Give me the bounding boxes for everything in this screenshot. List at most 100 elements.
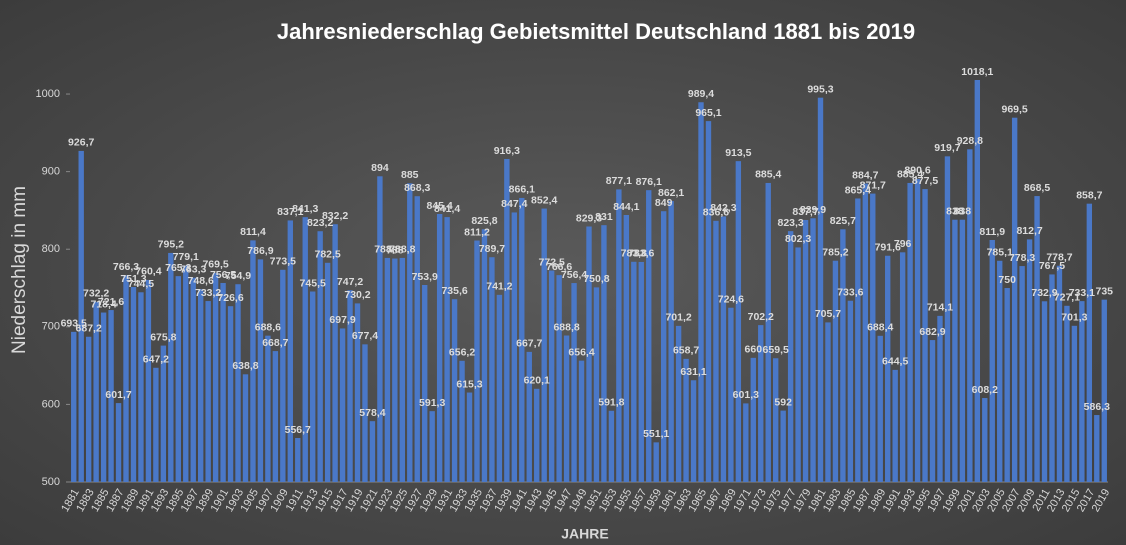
data-label: 726,6 bbox=[217, 292, 243, 304]
data-label: 788 bbox=[386, 244, 404, 256]
data-label: 885,4 bbox=[897, 169, 923, 181]
bar bbox=[877, 335, 883, 482]
bar bbox=[212, 272, 219, 482]
bar bbox=[100, 312, 107, 482]
data-label: 837,1 bbox=[277, 206, 303, 218]
data-label: 744,5 bbox=[128, 278, 154, 290]
bar bbox=[713, 220, 719, 482]
bar bbox=[548, 270, 555, 482]
data-label: 733,2 bbox=[195, 287, 221, 299]
data-label: 782,5 bbox=[314, 249, 340, 261]
bar bbox=[444, 217, 450, 483]
data-label: 766,3 bbox=[113, 261, 139, 273]
bar bbox=[451, 299, 458, 482]
bar bbox=[183, 265, 189, 482]
bar bbox=[197, 289, 204, 482]
data-label: 778,3 bbox=[1009, 252, 1035, 264]
bar bbox=[795, 247, 801, 482]
bar bbox=[601, 225, 607, 482]
data-label: 832,2 bbox=[322, 210, 348, 222]
data-label: 785,2 bbox=[822, 246, 848, 258]
data-label: 788,8 bbox=[389, 244, 415, 256]
data-label: 837,7 bbox=[792, 206, 818, 218]
bar bbox=[593, 287, 600, 482]
data-label: 677,4 bbox=[352, 330, 378, 342]
y-tick-label: 700 bbox=[42, 321, 60, 333]
bar bbox=[563, 335, 570, 482]
data-label: 876,1 bbox=[636, 176, 662, 188]
bar bbox=[1086, 203, 1093, 483]
bar bbox=[123, 275, 129, 482]
bar bbox=[496, 294, 503, 482]
bar bbox=[160, 345, 167, 482]
data-label: 989,4 bbox=[688, 88, 714, 100]
data-label: 811,2 bbox=[464, 226, 490, 238]
data-label: 747,2 bbox=[337, 276, 363, 288]
bar bbox=[459, 360, 465, 482]
data-label: 823,2 bbox=[307, 217, 333, 229]
bar bbox=[130, 287, 137, 482]
y-axis-label: Niederschlag in mm bbox=[9, 186, 30, 354]
y-tick-label: 900 bbox=[42, 166, 60, 178]
bar bbox=[339, 328, 346, 482]
data-label: 615,3 bbox=[456, 378, 482, 390]
bar bbox=[825, 322, 831, 482]
data-label: 727,1 bbox=[1054, 292, 1080, 304]
data-label: 783,6 bbox=[628, 248, 654, 260]
data-label: 849 bbox=[655, 197, 673, 209]
bar bbox=[466, 392, 473, 482]
bar bbox=[773, 358, 779, 482]
data-label: 802,3 bbox=[785, 233, 811, 245]
data-label: 791,6 bbox=[875, 242, 901, 254]
bar bbox=[1041, 301, 1048, 482]
bar bbox=[227, 306, 234, 482]
data-label: 638,8 bbox=[232, 360, 258, 372]
bar bbox=[287, 220, 293, 482]
bar bbox=[608, 410, 615, 482]
bar bbox=[698, 102, 704, 483]
data-label: 741,2 bbox=[486, 281, 512, 293]
chart-title: Jahresniederschlag Gebietsmittel Deutsch… bbox=[277, 19, 915, 44]
data-label: 724,6 bbox=[718, 294, 744, 306]
bar bbox=[728, 307, 734, 482]
y-tick-label: 1000 bbox=[36, 88, 60, 100]
data-label: 756,4 bbox=[561, 269, 587, 281]
data-label: 733,6 bbox=[837, 287, 863, 299]
bar bbox=[847, 300, 854, 482]
data-label: 811,4 bbox=[240, 226, 266, 238]
data-label: 884,7 bbox=[852, 169, 878, 181]
data-label: 697,9 bbox=[329, 314, 355, 326]
bar bbox=[571, 283, 577, 482]
data-label: 718,4 bbox=[90, 298, 116, 310]
data-label: 778,7 bbox=[1046, 252, 1072, 264]
data-label: 701,3 bbox=[1061, 312, 1087, 324]
data-label: 551,1 bbox=[643, 428, 669, 440]
bar bbox=[974, 79, 981, 483]
bar bbox=[914, 178, 921, 482]
bar bbox=[257, 259, 264, 482]
data-label: 885 bbox=[401, 169, 419, 181]
data-label: 735 bbox=[1096, 285, 1114, 297]
bar bbox=[646, 190, 652, 482]
data-label: 871,7 bbox=[860, 179, 886, 191]
bar bbox=[631, 261, 637, 482]
bar bbox=[683, 358, 689, 482]
data-label: 688,8 bbox=[553, 321, 579, 333]
data-label: 705,7 bbox=[815, 308, 841, 320]
data-label: 769,5 bbox=[202, 259, 228, 271]
bar bbox=[399, 257, 405, 482]
data-label: 748,6 bbox=[188, 275, 214, 287]
data-label: 928,8 bbox=[957, 135, 983, 147]
bar bbox=[526, 351, 532, 482]
data-label: 693,5 bbox=[61, 318, 87, 330]
bar bbox=[85, 336, 92, 482]
data-label: 658,7 bbox=[673, 345, 699, 357]
bar bbox=[840, 229, 846, 482]
bar bbox=[937, 315, 943, 482]
data-label: 578,4 bbox=[359, 407, 385, 419]
data-label: 862,1 bbox=[658, 187, 684, 199]
bar bbox=[108, 310, 114, 482]
data-label: 842,3 bbox=[710, 202, 736, 214]
bar bbox=[586, 226, 592, 482]
